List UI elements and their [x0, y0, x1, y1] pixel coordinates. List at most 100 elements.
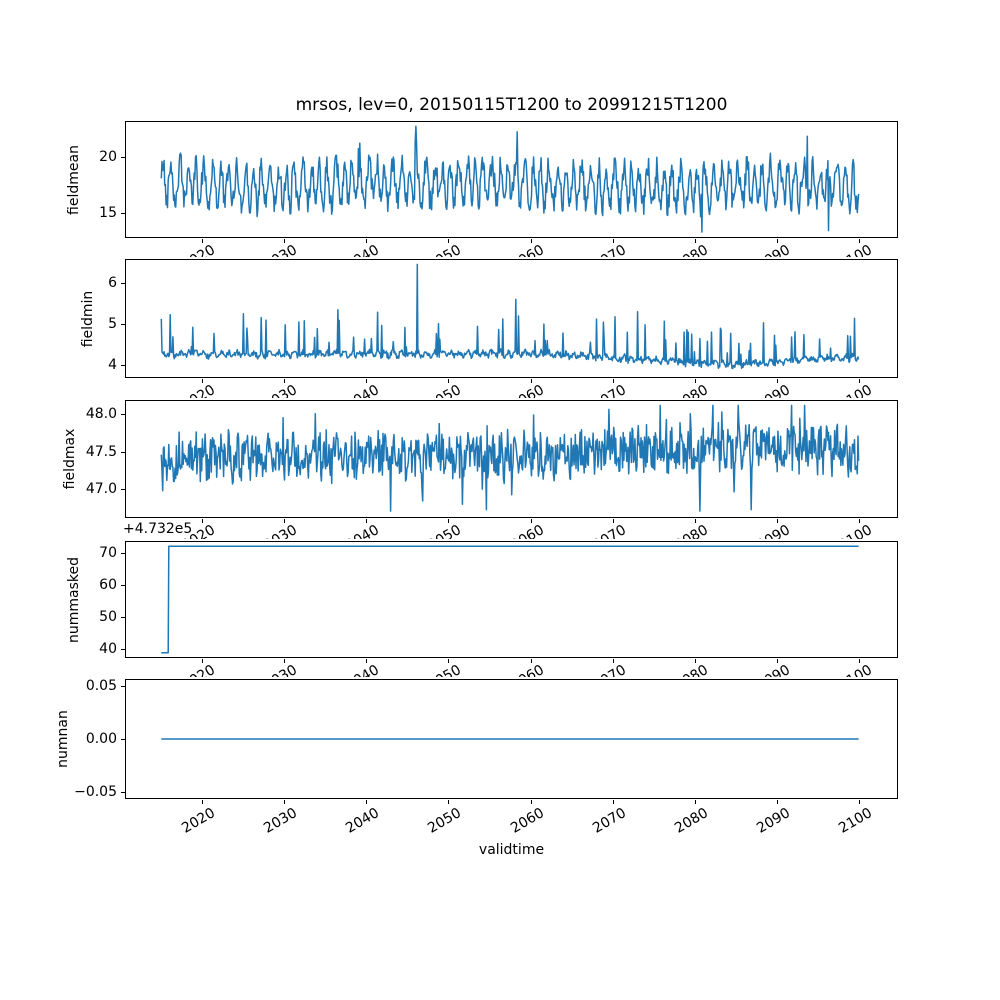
- y-tick-mark: [121, 157, 125, 159]
- y-tick-label: 15: [99, 204, 117, 221]
- axes-fieldmean: [125, 121, 898, 238]
- x-tick-mark: [366, 239, 368, 243]
- x-tick-mark: [202, 800, 204, 804]
- x-tick-mark: [448, 519, 450, 523]
- x-tick-mark: [202, 659, 204, 663]
- x-tick-label: 2070: [589, 382, 629, 398]
- x-tick-mark: [530, 379, 532, 383]
- y-tick-label: 40: [99, 641, 117, 658]
- x-tick-label: 2030: [261, 382, 301, 398]
- x-tick-label: 2070: [589, 805, 629, 837]
- x-tick-label: 2050: [426, 242, 465, 257]
- x-tick-label: 2090: [753, 805, 793, 837]
- x-tick-label: 2030: [261, 805, 301, 837]
- y-tick-label: 47.0: [85, 480, 117, 497]
- axes-numnan: [125, 679, 898, 799]
- x-tick-label-row: 2020 2030 2040 2050 2060 2070 2080 2090 2100: [0, 660, 1000, 677]
- y-tick-label: 5: [108, 316, 117, 333]
- line-series-fieldmean: [160, 125, 860, 233]
- x-tick-mark: [694, 519, 696, 523]
- line-series-fieldmin: [160, 263, 860, 370]
- x-tick-label: 2090: [754, 242, 793, 257]
- y-tick-mark: [121, 552, 125, 554]
- series-path-nummasked: [161, 545, 859, 654]
- x-tick-label: 2030: [261, 662, 300, 677]
- x-tick-mark: [694, 239, 696, 243]
- x-tick-mark: [284, 239, 286, 243]
- y-axis-label-nummasked: nummasked: [66, 556, 82, 643]
- x-tick-mark: [776, 659, 778, 663]
- x-axis-label: validtime: [478, 842, 545, 858]
- axes-nummasked: [125, 541, 898, 658]
- line-series-nummasked: [161, 545, 859, 654]
- x-tick-mark: [776, 239, 778, 243]
- y-tick-mark: [121, 414, 125, 416]
- x-tick-mark: [530, 800, 532, 804]
- x-tick-label: 2060: [507, 382, 547, 398]
- x-tick-label: 2030: [261, 242, 300, 257]
- x-tick-mark: [858, 379, 860, 383]
- x-tick-label: 2080: [671, 805, 711, 837]
- x-tick-mark: [530, 659, 532, 663]
- x-tick-mark: [448, 659, 450, 663]
- x-tick-label-row: 2020 2030 2040 2050 2060 2070 2080 2090 2100: [0, 801, 1000, 845]
- x-tick-mark: [530, 239, 532, 243]
- y-tick-label: 4: [108, 357, 117, 374]
- x-tick-mark: [366, 379, 368, 383]
- x-tick-label: 2070: [590, 662, 629, 677]
- x-tick-label: 2060: [507, 805, 547, 837]
- x-tick-label: 2030: [261, 522, 301, 539]
- x-tick-label: 2090: [753, 522, 793, 539]
- y-tick-label: 0.00: [85, 731, 117, 747]
- y-tick-label: 20: [99, 149, 117, 166]
- y-tick-mark: [121, 649, 125, 651]
- x-tick-mark: [448, 800, 450, 804]
- x-tick-label: 2060: [507, 522, 547, 539]
- x-tick-label: 2070: [589, 522, 629, 539]
- x-tick-mark: [366, 659, 368, 663]
- y-tick-mark: [121, 617, 125, 619]
- x-tick-mark: [284, 379, 286, 383]
- axes-fieldmin: [125, 259, 898, 378]
- y-tick-mark: [121, 212, 125, 214]
- x-tick-mark: [448, 379, 450, 383]
- x-tick-label: 2100: [836, 382, 875, 398]
- x-tick-mark: [202, 239, 204, 243]
- x-tick-label: 2080: [672, 662, 711, 677]
- x-tick-mark: [530, 519, 532, 523]
- x-tick-label: 2040: [343, 662, 382, 677]
- x-tick-label: 2040: [343, 242, 382, 257]
- x-tick-mark: [612, 239, 614, 243]
- y-tick-label: 48.0: [85, 406, 117, 423]
- line-series-fieldmax: [160, 404, 860, 512]
- x-tick-mark: [202, 519, 204, 523]
- y-tick-label: 50: [99, 609, 117, 626]
- y-tick-label: 60: [99, 576, 117, 593]
- x-tick-label: 2080: [671, 382, 711, 398]
- y-tick-mark: [121, 791, 125, 793]
- x-tick-label: 2020: [179, 805, 219, 837]
- series-path-fieldmax: [160, 404, 860, 512]
- x-tick-mark: [776, 379, 778, 383]
- y-tick-mark: [121, 324, 125, 326]
- y-tick-label: 0.05: [85, 678, 117, 695]
- x-tick-mark: [366, 800, 368, 804]
- y-tick-mark: [121, 365, 125, 367]
- x-tick-label: 2050: [425, 522, 465, 539]
- x-tick-label: 2060: [508, 662, 547, 677]
- y-tick-mark: [121, 282, 125, 284]
- x-tick-mark: [612, 800, 614, 804]
- x-tick-mark: [202, 379, 204, 383]
- x-tick-label-row: 2020 2030 2040 2050 2060 2070 2080 2090 2100: [0, 380, 1000, 398]
- x-tick-mark: [366, 519, 368, 523]
- x-tick-label: 2020: [179, 382, 219, 398]
- x-tick-label: 2100: [836, 522, 875, 539]
- x-tick-label: 2050: [426, 662, 465, 677]
- x-tick-mark: [612, 519, 614, 523]
- x-tick-mark: [612, 659, 614, 663]
- line-series-numnan: [161, 738, 859, 740]
- x-tick-mark: [858, 800, 860, 804]
- y-tick-mark: [121, 584, 125, 586]
- x-tick-label: 2040: [343, 522, 383, 539]
